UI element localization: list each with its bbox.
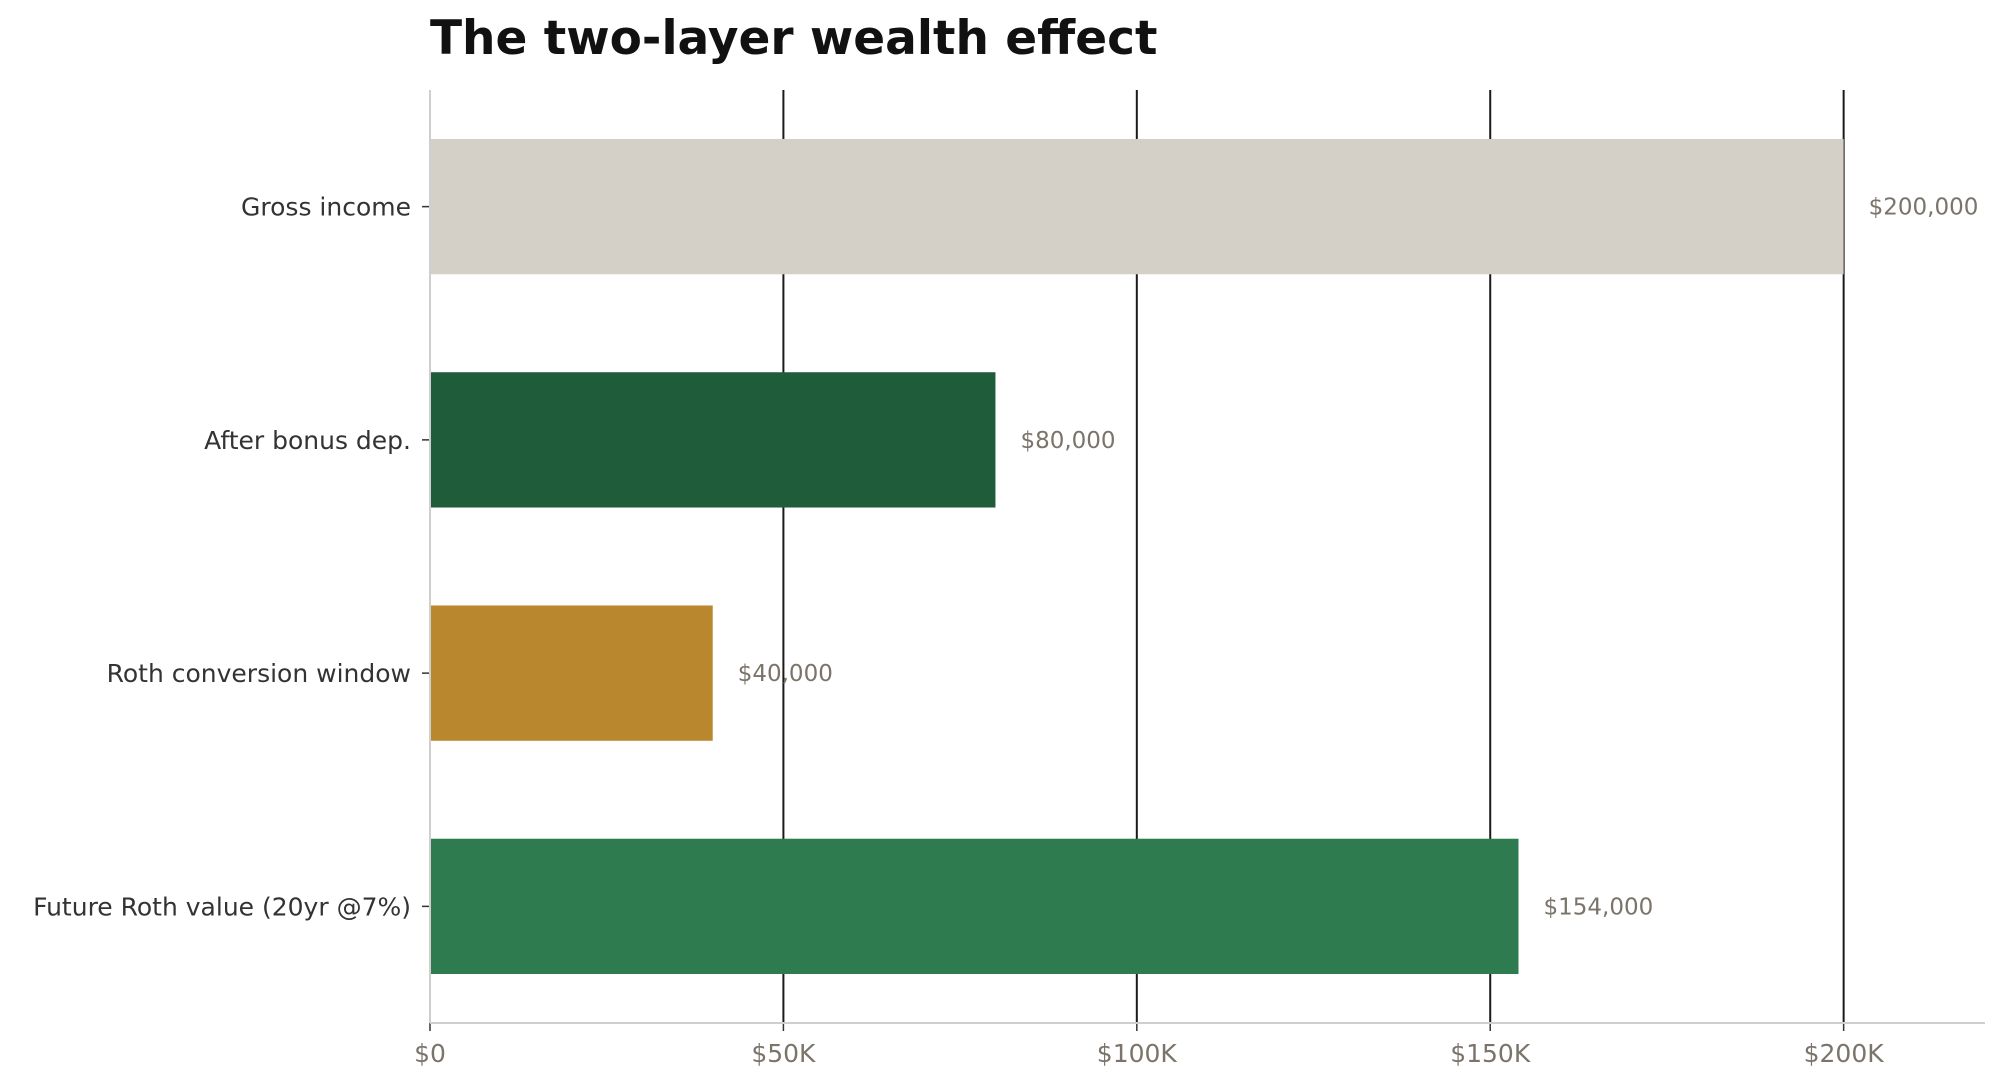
x-tick-label-4: $200K [1804, 1039, 1885, 1068]
x-tick-label-3: $150K [1450, 1039, 1531, 1068]
chart-title: The two-layer wealth effect [430, 11, 1157, 66]
category-label-3: Future Roth value (20yr @7%) [33, 892, 411, 921]
value-label-1: $80,000 [1020, 428, 1115, 454]
category-label-2: Roth conversion window [107, 659, 411, 688]
x-tick-label-2: $100K [1097, 1039, 1178, 1068]
labels: $200,000 Gross income $80,000 After bonus d… [33, 193, 1978, 1068]
bar-2 [430, 605, 713, 741]
x-tick-label-0: $0 [414, 1039, 446, 1068]
bars [430, 138, 1844, 975]
value-label-2: $40,000 [738, 661, 833, 687]
x-tick-label-1: $50K [751, 1039, 816, 1068]
bar-3 [430, 838, 1519, 975]
bar-1 [430, 372, 996, 508]
value-label-0: $200,000 [1869, 195, 1979, 221]
category-label-1: After bonus dep. [204, 426, 411, 455]
category-label-0: Gross income [241, 193, 411, 222]
axes [422, 90, 1985, 1031]
bar-0 [430, 138, 1844, 275]
value-label-3: $154,000 [1544, 894, 1654, 920]
